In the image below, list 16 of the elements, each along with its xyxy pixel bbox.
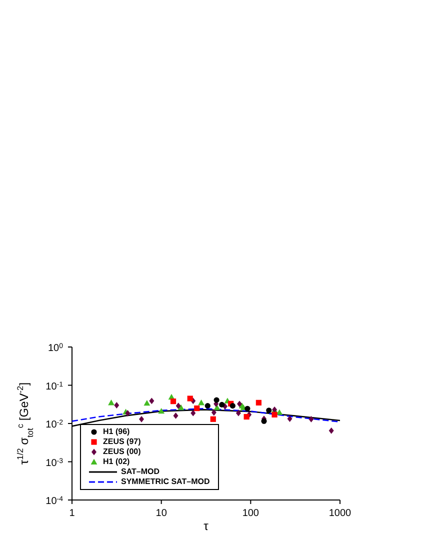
y-tick-label: 10$^{0}$: [48, 342, 64, 354]
legend-label: H1 (02): [103, 457, 130, 467]
legend-label: ZEUS (00): [103, 447, 141, 457]
legend-label: ZEUS (97): [103, 437, 141, 447]
y-tick-label: 10$^{-2}$: [46, 419, 64, 430]
x-tick-label: 100: [242, 508, 260, 519]
x-tick-label: 10: [156, 508, 168, 519]
x-axis-title: τ: [204, 519, 209, 533]
x-tick-label: 1: [69, 508, 76, 519]
y-tick-label: 10$^{-4}$: [46, 496, 64, 507]
legend-label: SYMMETRIC SAT–MOD: [121, 477, 210, 487]
x-tick-label: 1000: [328, 508, 352, 519]
legend-label: H1 (96): [103, 427, 130, 437]
legend-label: SAT–MOD: [121, 467, 160, 477]
y-tick-label: 10$^{-1}$: [46, 380, 64, 392]
y-tick-label: 10$^{-3}$: [46, 457, 64, 469]
